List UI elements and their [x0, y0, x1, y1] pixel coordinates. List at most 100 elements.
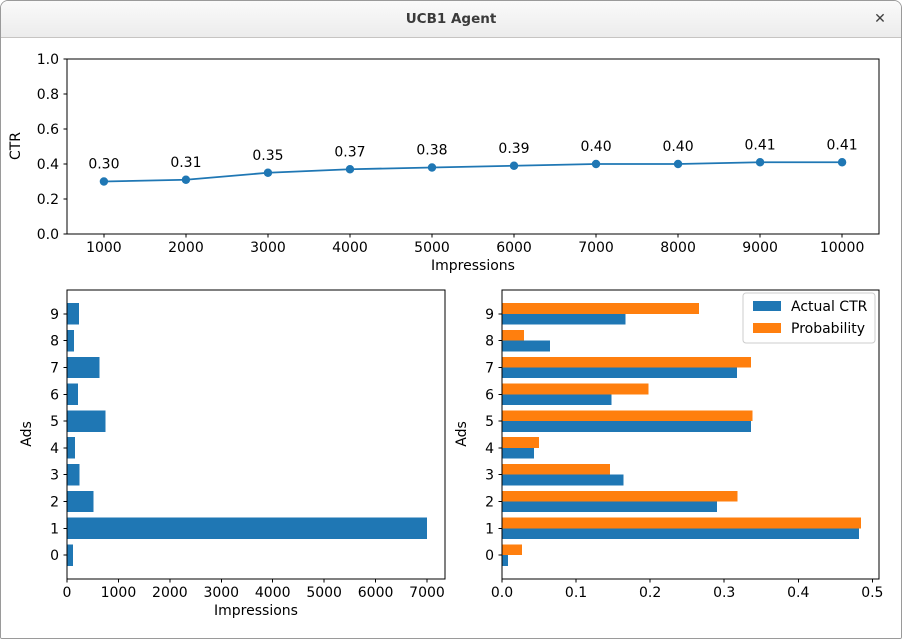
ctr-point-marker [837, 158, 847, 167]
x-tick-label: 6000 [358, 585, 394, 601]
bar-probability-ad-8 [502, 329, 525, 341]
axes-box-impressions_bar [66, 289, 446, 580]
bar-probability-ad-0 [502, 544, 522, 556]
ctr-point-label: 0.38 [416, 143, 447, 159]
x-tick-label: 7000 [409, 585, 445, 601]
x-tick-label: 5000 [414, 240, 450, 256]
x-tick-label: 8000 [660, 240, 696, 256]
x-tick-label: 5000 [306, 585, 342, 601]
window-titlebar[interactable]: UCB1 Agent ✕ [1, 1, 901, 38]
ctr-point-label: 0.31 [170, 155, 201, 171]
bar-ad-5 [67, 410, 106, 432]
ctr-point-marker [99, 177, 109, 186]
ctr-line-series [103, 161, 843, 183]
y-tick-label: 2 [50, 495, 59, 511]
y-tick-label: 0.6 [37, 122, 59, 138]
legend-label-1: Probability [791, 321, 865, 337]
bar-actual-ctr-ad-7 [502, 367, 737, 379]
bar-probability-ad-1 [502, 517, 862, 529]
y-tick-label: 0 [485, 548, 494, 564]
x-tick-label: 6000 [496, 240, 532, 256]
ctr-point-label: 0.30 [88, 157, 119, 173]
bar-ad-4 [67, 437, 75, 459]
x-tick-label: 1000 [101, 585, 137, 601]
y-tick-label: 1.0 [37, 52, 59, 68]
y-tick-label: 5 [50, 414, 59, 430]
y-tick-label: 4 [50, 441, 59, 457]
x-tick-label: 0.3 [713, 585, 735, 601]
x-axis-label-impressions_bar: Impressions [214, 603, 298, 619]
bar-actual-ctr-ad-9 [502, 313, 626, 325]
y-tick-label: 6 [485, 387, 494, 403]
bar-ad-3 [67, 463, 80, 486]
y-tick-label: 1 [50, 521, 59, 537]
ctr-point-label: 0.41 [744, 137, 775, 153]
ctr-point-label: 0.40 [580, 139, 611, 155]
x-tick-label: 3000 [203, 585, 239, 601]
bar-actual-ctr-ad-4 [502, 447, 534, 459]
y-tick-label: 3 [50, 468, 59, 484]
y-tick-label: 4 [485, 441, 494, 457]
x-tick-label: 3000 [250, 240, 286, 256]
x-tick-label: 4000 [255, 585, 291, 601]
x-tick-label: 2000 [152, 585, 188, 601]
bar-probability-ad-2 [502, 490, 738, 502]
y-tick-label: 7 [50, 360, 59, 376]
window-close-button[interactable]: ✕ [867, 6, 893, 32]
x-tick-label: 9000 [742, 240, 778, 256]
y-tick-label: 2 [485, 495, 494, 511]
ctr-point-marker [263, 168, 273, 177]
bar-probability-ad-3 [502, 463, 611, 475]
x-tick-label: 0.1 [565, 585, 587, 601]
y-tick-label: 9 [50, 307, 59, 323]
ctr-point-label: 0.41 [827, 137, 858, 153]
bar-actual-ctr-ad-5 [502, 421, 751, 432]
ctr-point-marker [591, 159, 601, 169]
bar-probability-ad-7 [502, 356, 751, 368]
y-tick-label: 6 [50, 387, 59, 403]
ctr-point-marker [181, 175, 191, 184]
y-tick-label: 0 [50, 548, 59, 564]
y-tick-label: 8 [50, 334, 59, 350]
close-icon: ✕ [874, 11, 886, 27]
bar-ad-1 [67, 517, 427, 540]
bar-ad-7 [67, 356, 100, 379]
x-tick-label: 10000 [820, 240, 865, 256]
bar-ad-9 [67, 303, 79, 325]
ctr-point-marker [345, 165, 355, 174]
bar-probability-ad-6 [502, 383, 649, 395]
bar-ad-8 [67, 329, 74, 352]
ctr-point-marker [755, 158, 765, 167]
ctr-point-marker [427, 163, 437, 172]
bar-actual-ctr-ad-6 [502, 394, 612, 406]
axes-box-ctr_line [66, 58, 880, 235]
x-tick-label: 7000 [578, 240, 614, 256]
ctr-point-label: 0.40 [662, 139, 693, 155]
x-tick-label: 0 [63, 585, 72, 601]
y-tick-label: 9 [485, 307, 494, 323]
x-tick-label: 2000 [168, 240, 204, 256]
x-tick-label: 0.2 [639, 585, 661, 601]
legend-label-0: Actual CTR [791, 299, 868, 315]
y-tick-label: 8 [485, 334, 494, 350]
y-tick-label: 5 [485, 414, 494, 430]
ctr-point-label: 0.35 [252, 148, 283, 164]
y-axis-label-ctr_prob_bar: Ads [454, 421, 470, 447]
y-tick-label: 0.4 [37, 157, 59, 173]
ctr-point-label: 0.39 [498, 141, 529, 157]
ctr-point-label: 0.37 [334, 144, 365, 160]
x-tick-label: 0.4 [787, 585, 809, 601]
x-tick-label: 1000 [86, 240, 122, 256]
bar-ad-6 [67, 383, 79, 406]
y-axis-label-ctr_line: CTR [8, 132, 24, 160]
y-tick-label: 1 [485, 521, 494, 537]
x-tick-label: 4000 [332, 240, 368, 256]
bar-actual-ctr-ad-2 [502, 501, 717, 513]
ctr-point-marker [673, 159, 683, 169]
y-tick-label: 0.2 [37, 192, 59, 208]
bar-ad-2 [67, 490, 94, 513]
x-tick-label: 0.5 [861, 585, 883, 601]
legend-swatch-0 [753, 301, 781, 311]
bar-probability-ad-9 [502, 303, 700, 314]
